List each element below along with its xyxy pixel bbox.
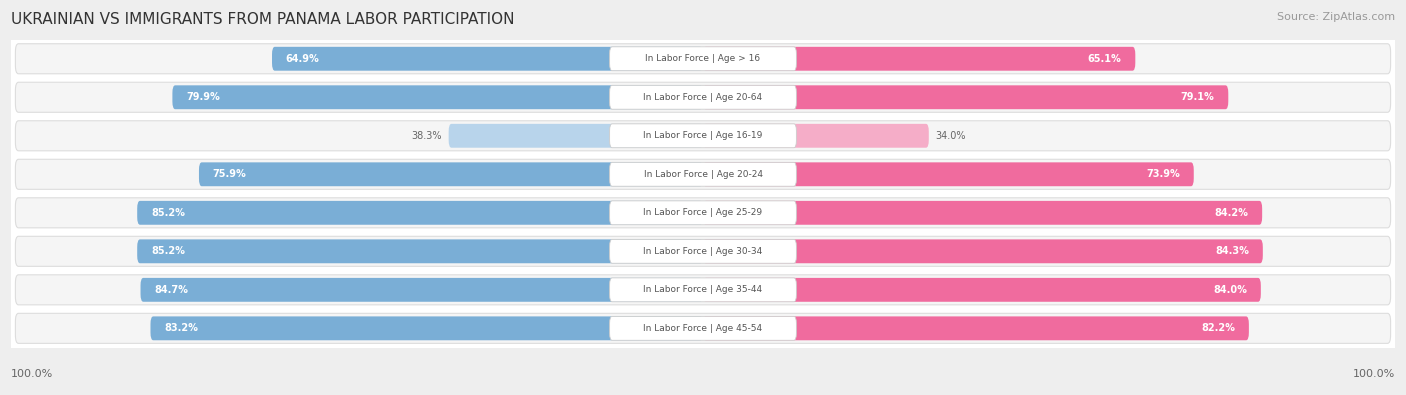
- FancyBboxPatch shape: [15, 236, 1391, 266]
- FancyBboxPatch shape: [150, 316, 703, 340]
- FancyBboxPatch shape: [610, 85, 796, 109]
- FancyBboxPatch shape: [703, 239, 1263, 263]
- FancyBboxPatch shape: [15, 313, 1391, 343]
- Text: In Labor Force | Age 20-24: In Labor Force | Age 20-24: [644, 170, 762, 179]
- Text: In Labor Force | Age 45-54: In Labor Force | Age 45-54: [644, 324, 762, 333]
- FancyBboxPatch shape: [610, 239, 796, 263]
- Text: 85.2%: 85.2%: [150, 246, 186, 256]
- Text: 84.0%: 84.0%: [1213, 285, 1247, 295]
- FancyBboxPatch shape: [703, 47, 1135, 71]
- Text: In Labor Force | Age 30-34: In Labor Force | Age 30-34: [644, 247, 762, 256]
- FancyBboxPatch shape: [610, 124, 796, 148]
- Text: In Labor Force | Age 20-64: In Labor Force | Age 20-64: [644, 93, 762, 102]
- Text: 38.3%: 38.3%: [411, 131, 441, 141]
- FancyBboxPatch shape: [138, 201, 703, 225]
- Text: In Labor Force | Age 16-19: In Labor Force | Age 16-19: [644, 131, 762, 140]
- FancyBboxPatch shape: [610, 162, 796, 186]
- Text: In Labor Force | Age > 16: In Labor Force | Age > 16: [645, 54, 761, 63]
- Text: In Labor Force | Age 25-29: In Labor Force | Age 25-29: [644, 208, 762, 217]
- FancyBboxPatch shape: [15, 275, 1391, 305]
- Text: 85.2%: 85.2%: [150, 208, 186, 218]
- FancyBboxPatch shape: [449, 124, 703, 148]
- Text: 100.0%: 100.0%: [11, 369, 53, 379]
- Text: 65.1%: 65.1%: [1088, 54, 1122, 64]
- FancyBboxPatch shape: [703, 162, 1194, 186]
- Text: 75.9%: 75.9%: [212, 169, 246, 179]
- FancyBboxPatch shape: [610, 47, 796, 71]
- FancyBboxPatch shape: [703, 278, 1261, 302]
- FancyBboxPatch shape: [141, 278, 703, 302]
- Text: 84.3%: 84.3%: [1215, 246, 1249, 256]
- FancyBboxPatch shape: [271, 47, 703, 71]
- Text: 100.0%: 100.0%: [1353, 369, 1395, 379]
- Text: 84.2%: 84.2%: [1215, 208, 1249, 218]
- Text: 79.1%: 79.1%: [1181, 92, 1215, 102]
- FancyBboxPatch shape: [15, 159, 1391, 189]
- FancyBboxPatch shape: [703, 85, 1229, 109]
- FancyBboxPatch shape: [138, 239, 703, 263]
- Text: 34.0%: 34.0%: [936, 131, 966, 141]
- Text: 82.2%: 82.2%: [1201, 324, 1234, 333]
- FancyBboxPatch shape: [610, 316, 796, 340]
- Text: 79.9%: 79.9%: [186, 92, 219, 102]
- FancyBboxPatch shape: [200, 162, 703, 186]
- FancyBboxPatch shape: [15, 121, 1391, 151]
- FancyBboxPatch shape: [15, 44, 1391, 74]
- FancyBboxPatch shape: [173, 85, 703, 109]
- FancyBboxPatch shape: [15, 198, 1391, 228]
- Text: 83.2%: 83.2%: [165, 324, 198, 333]
- FancyBboxPatch shape: [15, 82, 1391, 112]
- Text: Source: ZipAtlas.com: Source: ZipAtlas.com: [1277, 12, 1395, 22]
- FancyBboxPatch shape: [703, 201, 1263, 225]
- Text: UKRAINIAN VS IMMIGRANTS FROM PANAMA LABOR PARTICIPATION: UKRAINIAN VS IMMIGRANTS FROM PANAMA LABO…: [11, 12, 515, 27]
- FancyBboxPatch shape: [610, 201, 796, 225]
- Text: 84.7%: 84.7%: [155, 285, 188, 295]
- Text: In Labor Force | Age 35-44: In Labor Force | Age 35-44: [644, 285, 762, 294]
- Text: 64.9%: 64.9%: [285, 54, 319, 64]
- FancyBboxPatch shape: [610, 278, 796, 302]
- FancyBboxPatch shape: [703, 316, 1249, 340]
- FancyBboxPatch shape: [703, 124, 929, 148]
- Text: 73.9%: 73.9%: [1146, 169, 1180, 179]
